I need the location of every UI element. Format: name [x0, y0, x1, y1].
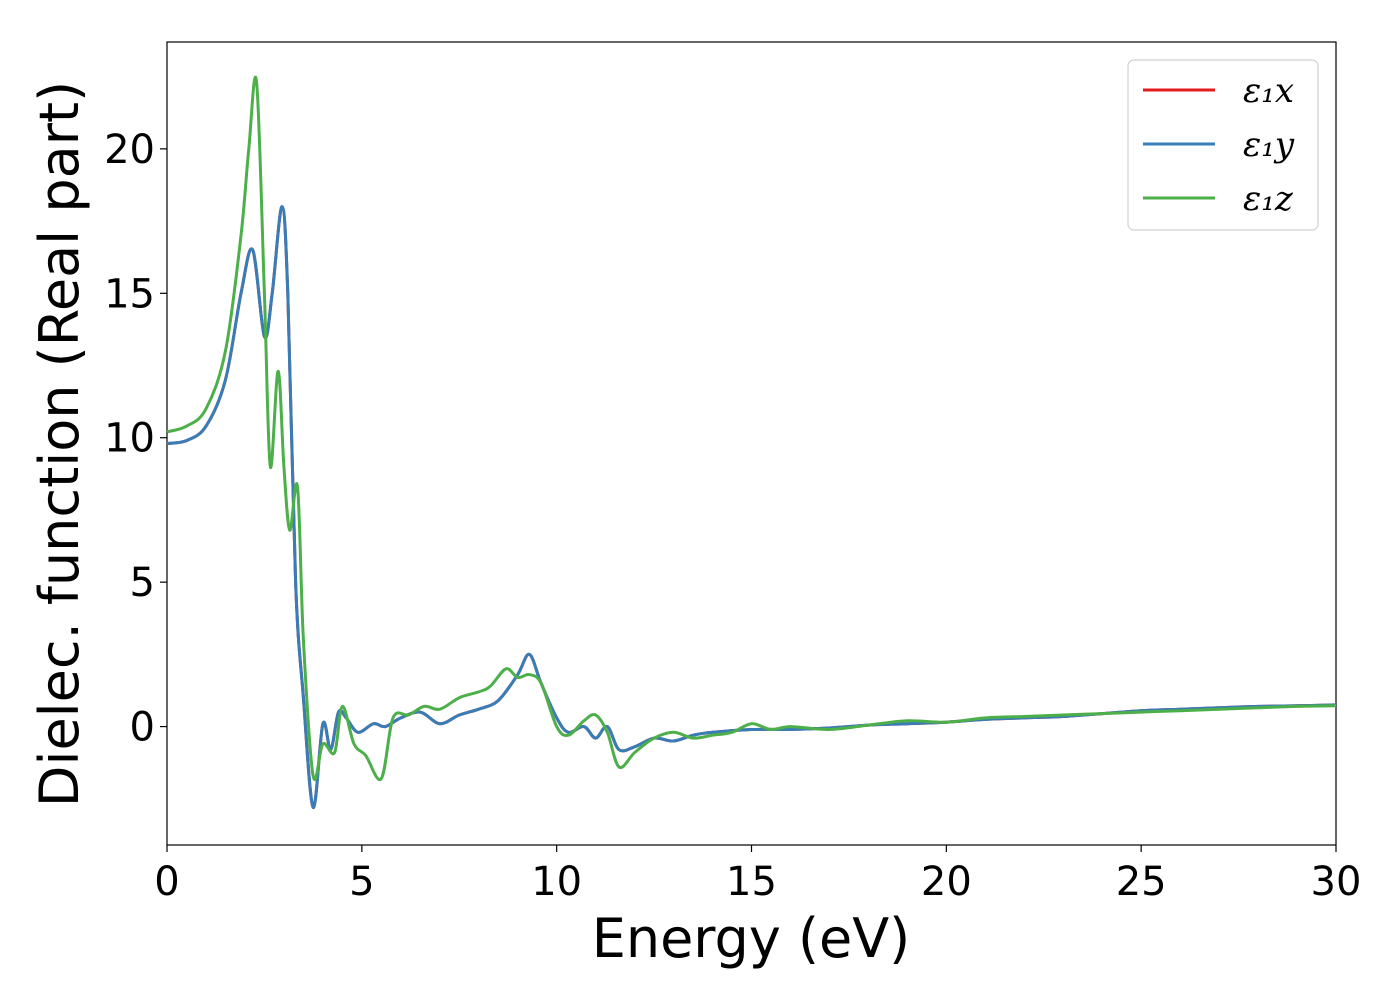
y-tick-label: 5	[130, 560, 155, 606]
legend-box	[1127, 59, 1319, 231]
x-tick-label: 20	[921, 859, 972, 905]
y-tick-label: 10	[104, 416, 155, 462]
x-tick-label: 0	[154, 859, 179, 905]
x-axis-title: Energy (eV)	[592, 907, 911, 970]
y-tick-label: 20	[104, 127, 155, 173]
legend-label-0: ε₁x	[1243, 71, 1294, 111]
x-tick-label: 30	[1311, 859, 1362, 905]
x-tick-label: 5	[349, 859, 374, 905]
y-axis: 0 5 10 15 20	[104, 127, 167, 751]
x-tick-label: 10	[531, 859, 582, 905]
x-tick-label: 25	[1116, 859, 1167, 905]
y-tick-label: 0	[130, 705, 155, 751]
x-tick-label: 15	[726, 859, 777, 905]
y-tick-label: 15	[104, 271, 155, 317]
legend-label-1: ε₁y	[1243, 125, 1295, 165]
legend-label-2: ε₁z	[1243, 179, 1294, 219]
series-line-2	[166, 75, 1337, 782]
legend: ε₁x ε₁y ε₁z	[1127, 59, 1319, 231]
y-axis-title: Dielec. function (Real part)	[28, 81, 91, 807]
x-axis: 0 5 10 15 20 25 30	[154, 845, 1361, 905]
series-layer	[166, 75, 1337, 809]
